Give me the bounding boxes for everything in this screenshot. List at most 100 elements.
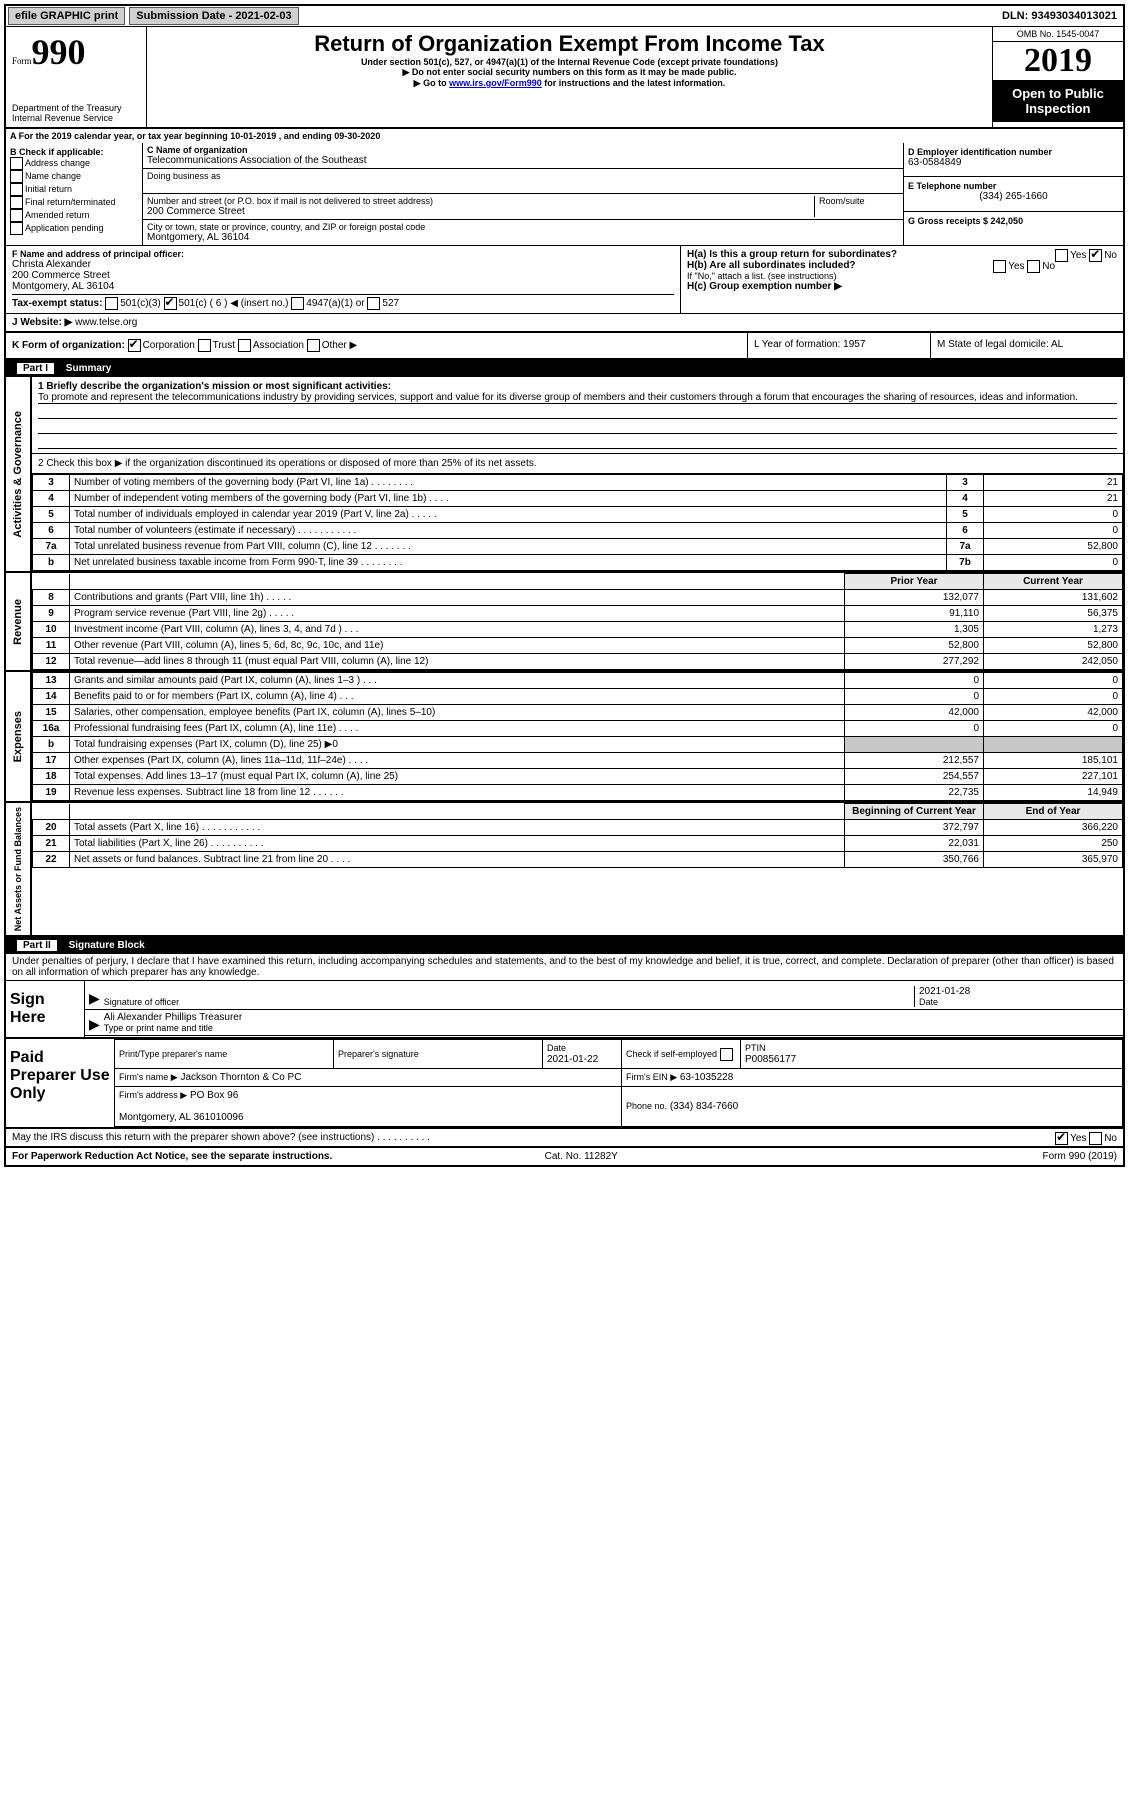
sign-here-block: Sign Here ▶ Signature of officer 2021-01… [6, 981, 1123, 1039]
f-officer-label: F Name and address of principal officer: [12, 249, 674, 259]
table-ag: 3Number of voting members of the governi… [32, 474, 1123, 571]
city-label: City or town, state or province, country… [147, 222, 899, 232]
b-option: Name change [10, 170, 138, 183]
city-state-zip: Montgomery, AL 36104 [147, 232, 899, 243]
b-option: Amended return [10, 209, 138, 222]
expenses-block: Expenses 13Grants and similar amounts pa… [6, 672, 1123, 803]
table-exp: 13Grants and similar amounts paid (Part … [32, 672, 1123, 801]
hb-no[interactable] [1027, 260, 1040, 273]
checkbox-self-employed[interactable] [720, 1048, 733, 1061]
firm-ein: 63-1035228 [680, 1072, 733, 1083]
table-row: 3Number of voting members of the governi… [33, 475, 1123, 491]
subtitle-3: ▶ Go to www.irs.gov/Form990 for instruct… [153, 78, 986, 89]
table-row: 22Net assets or fund balances. Subtract … [33, 852, 1123, 868]
opt-527: 527 [382, 298, 399, 309]
arrow-icon: ▶ [89, 990, 100, 1007]
ha-label: H(a) Is this a group return for subordin… [687, 249, 897, 260]
table-row: 7aTotal unrelated business revenue from … [33, 539, 1123, 555]
checkbox-assoc[interactable] [238, 339, 251, 352]
b-option: Address change [10, 157, 138, 170]
part2-title: Signature Block [69, 940, 145, 951]
side-label-na: Net Assets or Fund Balances [11, 803, 25, 935]
part2-no: Part II [16, 939, 58, 952]
efile-print-button[interactable]: efile GRAPHIC print [8, 7, 125, 25]
part1-no: Part I [16, 362, 55, 375]
discuss-no[interactable] [1089, 1132, 1102, 1145]
org-name: Telecommunications Association of the So… [147, 155, 899, 166]
pp-date: 2021-01-22 [547, 1054, 598, 1065]
row-a-tax-year: A For the 2019 calendar year, or tax yea… [6, 128, 1123, 143]
pp-check-label: Check if self-employed [626, 1049, 735, 1059]
checkbox-b-option[interactable] [10, 170, 23, 183]
table-row: 19Revenue less expenses. Subtract line 1… [33, 785, 1123, 801]
opt-corp: Corporation [143, 340, 195, 351]
table-row: 20Total assets (Part X, line 16) . . . .… [33, 820, 1123, 836]
opt-501c: 501(c) ( 6 ) ◀ (insert no.) [179, 298, 289, 309]
table-row: 5Total number of individuals employed in… [33, 507, 1123, 523]
irs-link[interactable]: www.irs.gov/Form990 [449, 78, 542, 88]
b-option: Application pending [10, 222, 138, 235]
checkbox-b-option[interactable] [10, 183, 23, 196]
submission-date-button[interactable]: Submission Date - 2021-02-03 [129, 7, 298, 25]
table-row: 21Total liabilities (Part X, line 26) . … [33, 836, 1123, 852]
k-label: K Form of organization: [12, 340, 125, 351]
checkbox-4947[interactable] [291, 297, 304, 310]
dln-label: DLN: 93493034013021 [996, 10, 1123, 22]
subtitle-2: ▶ Do not enter social security numbers o… [153, 67, 986, 78]
table-row: 18Total expenses. Add lines 13–17 (must … [33, 769, 1123, 785]
g-gross-receipts: G Gross receipts $ 242,050 [908, 216, 1119, 226]
checkbox-corp[interactable] [128, 339, 141, 352]
pp-date-label: Date [547, 1043, 566, 1053]
opt-trust: Trust [213, 340, 235, 351]
checkbox-b-option[interactable] [10, 157, 23, 170]
table-row: 13Grants and similar amounts paid (Part … [33, 673, 1123, 689]
checkbox-other[interactable] [307, 339, 320, 352]
table-row: 12Total revenue—add lines 8 through 11 (… [33, 654, 1123, 670]
checkbox-trust[interactable] [198, 339, 211, 352]
form-word: Form [12, 56, 32, 66]
paid-preparer-label: Paid Preparer Use Only [6, 1039, 114, 1127]
opt-assoc: Association [253, 340, 304, 351]
part2-header: Part II Signature Block [6, 937, 1123, 954]
hb-yes[interactable] [993, 260, 1006, 273]
page-footer: For Paperwork Reduction Act Notice, see … [6, 1148, 1123, 1165]
form-title: Return of Organization Exempt From Incom… [153, 31, 986, 57]
hb-label: H(b) Are all subordinates included? [687, 260, 856, 271]
subtitle-1: Under section 501(c), 527, or 4947(a)(1)… [153, 57, 986, 67]
dept-treasury: Department of the Treasury Internal Reve… [12, 103, 140, 123]
firm-phone-label: Phone no. [626, 1101, 667, 1111]
d-ein-label: D Employer identification number [908, 147, 1119, 157]
paid-preparer-block: Paid Preparer Use Only Print/Type prepar… [6, 1039, 1123, 1129]
checkbox-b-option[interactable] [10, 222, 23, 235]
checkbox-501c3[interactable] [105, 297, 118, 310]
ptin-value: P00856177 [745, 1054, 796, 1065]
checkbox-527[interactable] [367, 297, 380, 310]
checkbox-b-option[interactable] [10, 196, 23, 209]
b-option: Final return/terminated [10, 196, 138, 209]
activities-governance-block: Activities & Governance 1 Briefly descri… [6, 377, 1123, 573]
dba-label: Doing business as [147, 171, 899, 181]
m-domicile: M State of legal domicile: AL [931, 333, 1123, 358]
ha-yes[interactable] [1055, 249, 1068, 262]
checkbox-b-option[interactable] [10, 209, 23, 222]
ha-no[interactable] [1089, 249, 1102, 262]
mission-text: To promote and represent the telecommuni… [38, 392, 1117, 404]
sign-here-label: Sign Here [6, 981, 85, 1037]
top-bar: efile GRAPHIC print Submission Date - 20… [6, 6, 1123, 27]
discuss-yes[interactable] [1055, 1132, 1068, 1145]
checkbox-501c[interactable] [164, 297, 177, 310]
firm-addr-label: Firm's address ▶ [119, 1090, 187, 1100]
table-row: 8Contributions and grants (Part VIII, li… [33, 590, 1123, 606]
opt-other: Other ▶ [322, 340, 357, 351]
pp-sig-label: Preparer's signature [338, 1049, 419, 1059]
table-row: 16aProfessional fundraising fees (Part I… [33, 721, 1123, 737]
officer-name-title: Ali Alexander Phillips Treasurer [104, 1012, 1119, 1023]
table-row: 6Total number of volunteers (estimate if… [33, 523, 1123, 539]
sig-date-label: Date [919, 997, 1119, 1007]
e-phone-label: E Telephone number [908, 181, 1119, 191]
table-row: 14Benefits paid to or for members (Part … [33, 689, 1123, 705]
pp-name-label: Print/Type preparer's name [119, 1049, 227, 1059]
table-row: 15Salaries, other compensation, employee… [33, 705, 1123, 721]
omb-number: OMB No. 1545-0047 [993, 27, 1123, 42]
part1-title: Summary [66, 363, 112, 374]
